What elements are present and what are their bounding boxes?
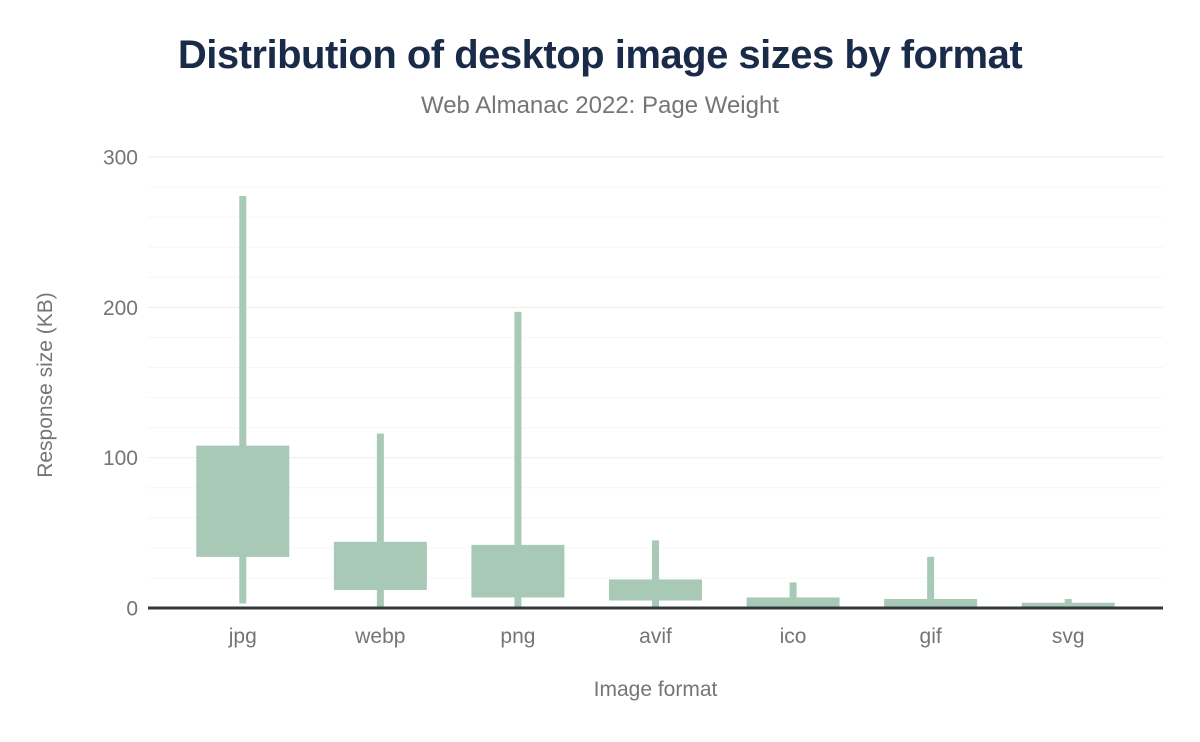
- y-tick-label-300: 300: [103, 147, 138, 170]
- y-tick-label-100: 100: [103, 447, 138, 470]
- box-png: [471, 544, 565, 598]
- chart-subtitle: Web Almanac 2022: Page Weight: [420, 92, 779, 119]
- x-tick-label-webp: webp: [354, 625, 405, 648]
- x-axis-title: Image format: [593, 678, 718, 701]
- x-axis-line: [148, 606, 1163, 610]
- whisker-gif: [927, 556, 935, 608]
- whisker-ico: [789, 582, 797, 607]
- box-svg: [1021, 602, 1115, 607]
- whisker-avif: [652, 540, 659, 607]
- x-tick-label-jpg: jpg: [228, 625, 257, 648]
- box-ico: [746, 597, 840, 607]
- x-tick-label-png: png: [500, 625, 535, 648]
- box-avif: [609, 579, 702, 601]
- box-jpg: [196, 445, 290, 557]
- x-tick-label-avif: avif: [639, 625, 672, 648]
- whisker-png: [514, 311, 522, 607]
- x-tick-label-gif: gif: [920, 625, 942, 648]
- x-tick-label-svg: svg: [1052, 625, 1085, 648]
- whisker-jpg: [239, 196, 247, 604]
- x-tick-label-ico: ico: [780, 625, 807, 648]
- y-tick-label-0: 0: [126, 598, 138, 621]
- chart-title: Distribution of desktop image sizes by f…: [177, 33, 1023, 77]
- box-webp: [333, 541, 427, 590]
- y-tick-label-200: 200: [103, 297, 138, 320]
- whisker-webp: [376, 433, 384, 607]
- box-gif: [884, 598, 978, 607]
